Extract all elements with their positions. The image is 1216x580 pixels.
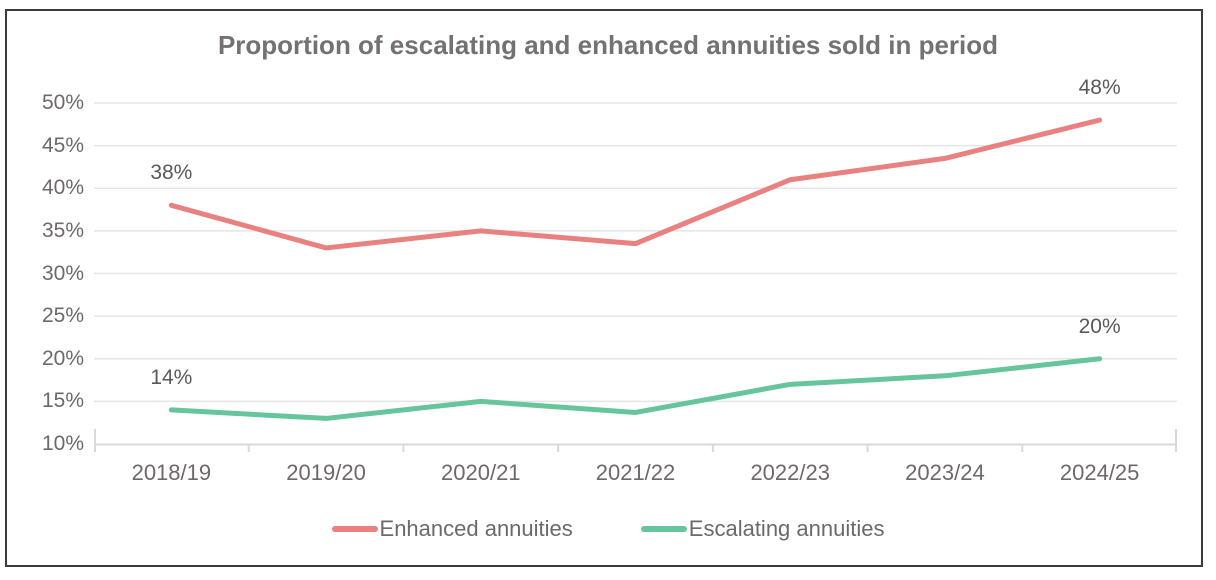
- series-line-enhanced: [168, 117, 1103, 251]
- x-tick-label: 2023/24: [905, 460, 985, 485]
- y-tick-label: 30%: [41, 261, 84, 285]
- legend-label: Enhanced annuities: [379, 516, 573, 541]
- data-label: 38%: [150, 161, 193, 185]
- y-tick-label: 15%: [41, 389, 84, 413]
- legend-label: Escalating annuities: [688, 516, 885, 541]
- x-tick-label: 2024/25: [1059, 460, 1140, 485]
- x-tick-label: 2018/19: [131, 460, 212, 485]
- y-tick-label: 50%: [41, 91, 84, 114]
- legend-item-enhanced: Enhanced annuities: [331, 516, 573, 542]
- x-tick-label: 2020/21: [441, 460, 521, 485]
- legend-swatch-icon: [640, 526, 687, 532]
- x-tick-label: 2021/22: [595, 460, 676, 485]
- y-tick-label: 10%: [41, 432, 84, 455]
- data-label: 14%: [150, 365, 193, 389]
- data-label: 20%: [1078, 314, 1121, 338]
- data-label: 48%: [1078, 76, 1121, 100]
- y-tick-label: 25%: [41, 304, 84, 328]
- y-tick-label: 40%: [41, 176, 84, 200]
- x-tick-label: 2022/23: [750, 460, 830, 485]
- y-tick-label: 45%: [41, 133, 84, 157]
- chart-title: Proportion of escalating and enhanced an…: [217, 30, 999, 60]
- legend: Enhanced annuities Escalating annuities: [0, 512, 1216, 546]
- chart-frame: [5, 9, 1203, 567]
- legend-item-escalating: Escalating annuities: [640, 516, 885, 542]
- y-tick-label: 20%: [41, 346, 84, 370]
- legend-swatch-icon: [331, 526, 378, 532]
- y-tick-label: 35%: [41, 218, 84, 242]
- series-line-escalating: [168, 356, 1103, 421]
- x-tick-label: 2019/20: [286, 460, 366, 485]
